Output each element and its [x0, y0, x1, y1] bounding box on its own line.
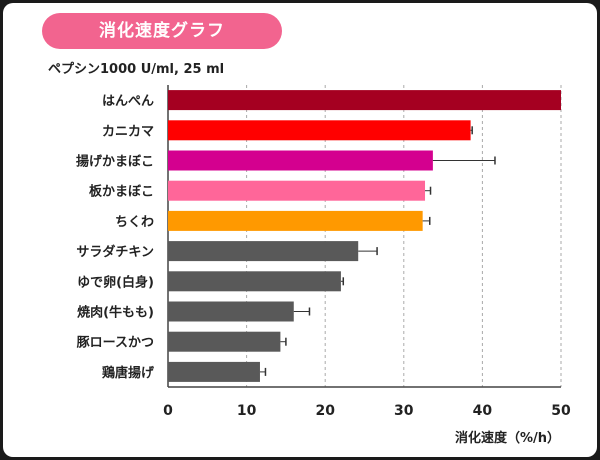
x-tick-label: 20 — [315, 403, 335, 419]
bar — [168, 331, 281, 352]
bar — [168, 180, 426, 201]
bar — [168, 301, 294, 322]
category-label: はんぺん — [102, 94, 154, 109]
bar — [168, 150, 433, 171]
x-tick-label: 50 — [551, 403, 571, 419]
category-label: 豚ロースかつ — [77, 336, 154, 351]
category-label: サラダチキン — [76, 244, 154, 260]
category-label: 鶏唐揚げ — [102, 365, 155, 381]
category-label: 板かまぼこ — [89, 184, 154, 200]
category-label: 焼肉(牛もも) — [77, 305, 154, 321]
bar — [168, 241, 359, 262]
bar — [168, 120, 471, 141]
x-tick-label: 0 — [163, 403, 173, 419]
chart-title: 消化速度グラフ — [42, 13, 282, 49]
category-label: 揚げかまぼこ — [76, 154, 154, 170]
bar — [168, 271, 341, 292]
x-tick-label: 30 — [394, 403, 414, 419]
chart-subtitle: ペプシン1000 U/ml, 25 ml — [48, 62, 225, 77]
bar — [168, 210, 423, 231]
category-label: ちくわ — [115, 215, 154, 230]
category-label: カニカマ — [102, 124, 154, 139]
category-label: ゆで卵(白身) — [77, 274, 154, 290]
bar — [168, 90, 561, 111]
x-tick-label: 10 — [237, 403, 257, 419]
bar — [168, 361, 260, 382]
x-tick-label: 40 — [473, 403, 493, 419]
x-axis-label: 消化速度（%/h） — [455, 430, 560, 446]
